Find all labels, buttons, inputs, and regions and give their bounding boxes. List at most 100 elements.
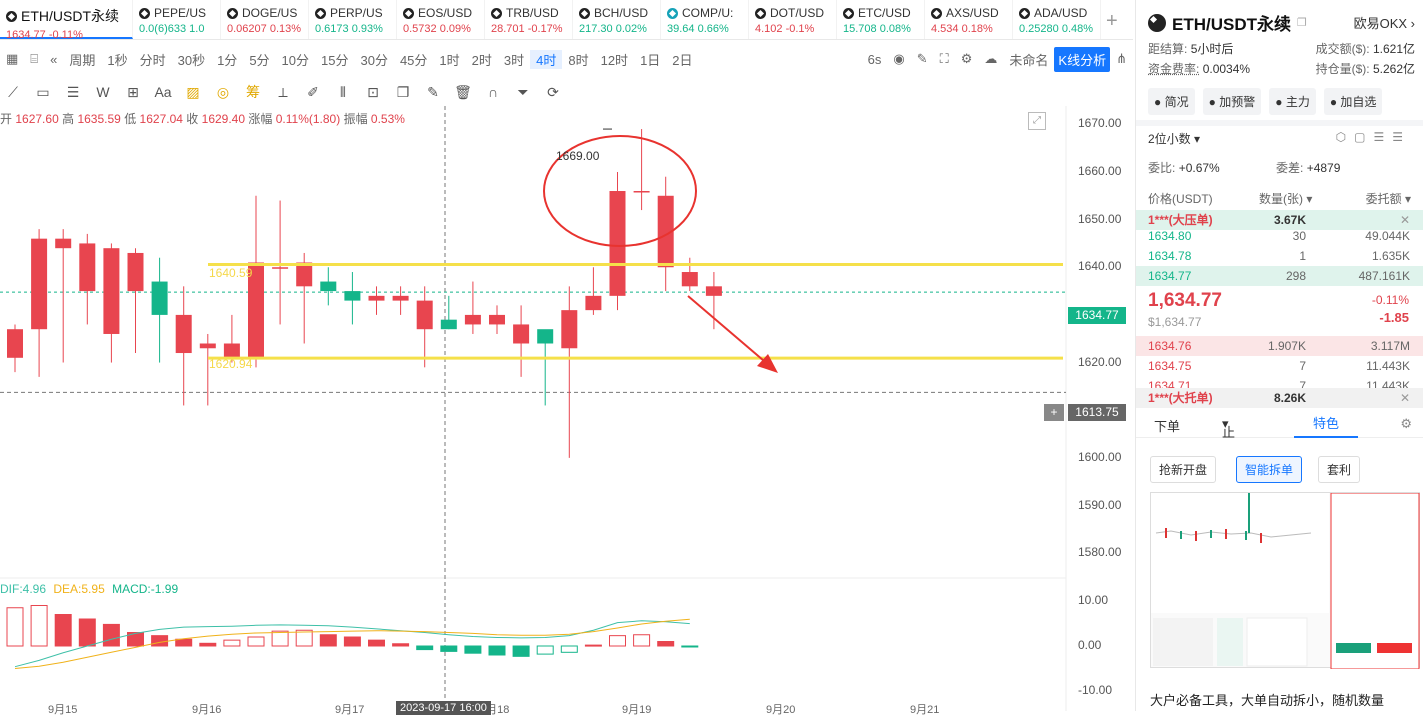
layout-icon[interactable]: ⌸	[24, 51, 44, 67]
close-icon[interactable]: ✕	[1400, 388, 1410, 408]
pen-icon[interactable]: ✎	[911, 51, 934, 67]
col-amount[interactable]: 委托额 ▾	[1366, 190, 1411, 207]
candle-tool-icon[interactable]: ⫴	[330, 84, 356, 101]
ask-row[interactable]: 1634.77 298 487.161K	[1136, 266, 1423, 286]
lock-icon[interactable]: ⊡	[360, 84, 386, 101]
gann-tool-icon[interactable]: ◎	[210, 84, 236, 101]
symbol-tab[interactable]: PEPE/US 0.0(6)633 1.0	[133, 0, 221, 39]
tab-tpsl[interactable]: 止盈止损 ▾	[1222, 416, 1229, 432]
side-button[interactable]: ● 加自选	[1324, 88, 1383, 115]
ruler-tool-icon[interactable]: ⟂	[270, 84, 296, 101]
interval-option[interactable]: 8时	[562, 50, 594, 69]
cloud-icon[interactable]: ☁	[978, 51, 1003, 67]
interval-option[interactable]: 1分	[211, 50, 243, 69]
camera-icon[interactable]: ◉	[887, 51, 910, 67]
interval-option[interactable]: 30秒	[172, 50, 211, 69]
symbol-tab[interactable]: PERP/US 0.6173 0.93%	[309, 0, 397, 39]
chip-tool-icon[interactable]: 筹	[240, 82, 266, 102]
interval-option[interactable]: 10分	[276, 50, 315, 69]
interval-option[interactable]: 1时	[433, 50, 465, 69]
interval-option[interactable]: 15分	[315, 50, 354, 69]
expand-icon[interactable]: ⤢	[1028, 112, 1046, 130]
kline-analysis-button[interactable]: K线分析	[1054, 47, 1110, 72]
big-bid-row[interactable]: 1***(大托单) 8.26K ✕	[1136, 388, 1423, 408]
wave-tool-icon[interactable]: W	[90, 84, 116, 100]
copy-icon[interactable]: ❐	[1297, 16, 1307, 29]
symbol-tab[interactable]: TRB/USD 28.701 -0.17%	[485, 0, 573, 39]
candle-body	[393, 296, 409, 301]
layout-name[interactable]: 未命名	[1003, 50, 1054, 69]
symbol-tab-name: DOGE/US	[227, 6, 308, 20]
rect-tool-icon[interactable]: ▭	[30, 84, 56, 101]
brush-tool-icon[interactable]: ✐	[300, 84, 326, 101]
interval-option[interactable]: 2日	[666, 50, 698, 69]
macd-bar	[296, 630, 312, 646]
kline-chart[interactable]	[0, 0, 1133, 711]
macd-bar	[79, 619, 95, 646]
symbol-tab[interactable]: ETC/USD 15.708 0.08%	[837, 0, 925, 39]
settings-icon[interactable]: ⚙	[955, 51, 979, 67]
interval-option[interactable]: 周期	[63, 50, 101, 69]
pill-smart-split[interactable]: 智能拆单	[1236, 456, 1302, 483]
side-button[interactable]: ● 加预警	[1203, 88, 1262, 115]
symbol-tab[interactable]: EOS/USD 0.5732 0.09%	[397, 0, 485, 39]
rewind-icon[interactable]: «	[44, 52, 63, 67]
orderbook-view-icons[interactable]: ⬡▢☰☰	[1336, 130, 1411, 144]
symbol-tab-name: EOS/USD	[403, 6, 484, 20]
ask-row[interactable]: 1634.80 30 49.044K	[1136, 226, 1423, 246]
col-qty[interactable]: 数量(张) ▾	[1259, 190, 1312, 207]
coin-icon	[843, 8, 854, 19]
interval-option[interactable]: 5分	[243, 50, 275, 69]
symbol-tab[interactable]: BCH/USD 217.30 0.02%	[573, 0, 661, 39]
edit-icon[interactable]: ✎	[420, 84, 446, 101]
share-icon[interactable]: ⋔	[1110, 51, 1133, 67]
interval-option[interactable]: 3时	[498, 50, 530, 69]
copy-icon[interactable]: ❐	[390, 84, 416, 101]
macd-bar	[537, 646, 553, 654]
chart-type-icon[interactable]: ▦	[0, 51, 24, 67]
symbol-tab[interactable]: COMP/U: 39.64 0.66%	[661, 0, 749, 39]
ask-row[interactable]: 1634.78 1 1.635K	[1136, 246, 1423, 266]
symbol-tab[interactable]: AXS/USD 4.534 0.18%	[925, 0, 1013, 39]
symbol-tab[interactable]: ADA/USD 0.25280 0.48%	[1013, 0, 1101, 39]
interval-option[interactable]: 30分	[354, 50, 393, 69]
symbol-tab[interactable]: DOGE/US 0.06207 0.13%	[221, 0, 309, 39]
hline-tool-icon[interactable]: ☰	[60, 84, 86, 101]
pill-arbitrage[interactable]: 套利	[1318, 456, 1360, 483]
bid-row[interactable]: 1634.76 1.907K 3.117M	[1136, 336, 1423, 356]
bid-row[interactable]: 1634.75 7 11.443K	[1136, 356, 1423, 376]
tab-order[interactable]: 下单	[1154, 416, 1180, 435]
symbol-tab[interactable]: ETH/USDT永续 1634.77 -0.11%	[0, 0, 133, 39]
trend-arrow-line	[688, 296, 770, 366]
text-tool-icon[interactable]: Aa	[150, 84, 176, 100]
interval-option[interactable]: 4时	[530, 50, 562, 69]
fib-tool-icon[interactable]: ▨	[180, 84, 206, 101]
macd-bar	[513, 646, 529, 656]
tab-features[interactable]: 特色	[1294, 410, 1358, 438]
trash-icon[interactable]: 🗑	[450, 84, 476, 101]
interval-option[interactable]: 分时	[134, 50, 172, 69]
interval-option[interactable]: 1日	[634, 50, 666, 69]
side-button-row: ● 简况 ● 加预警 ● 主力 ● 加自选	[1148, 88, 1382, 115]
side-button[interactable]: ● 主力	[1269, 88, 1316, 115]
interval-option[interactable]: 1秒	[101, 50, 133, 69]
interval-option[interactable]: 2时	[466, 50, 498, 69]
settings-icon[interactable]: ⚙	[1400, 416, 1412, 432]
exchange-selector[interactable]: 欧易OKX ›	[1354, 13, 1415, 32]
magnet-icon[interactable]: ∩	[480, 84, 506, 100]
symbol-tab[interactable]: DOT/USD 4.102 -0.1%	[749, 0, 837, 39]
refresh-interval[interactable]: 6s	[862, 52, 888, 67]
interval-option[interactable]: 45分	[394, 50, 433, 69]
sync-icon[interactable]: ⟳	[540, 84, 566, 101]
add-alert-icon[interactable]: +	[1044, 404, 1064, 421]
precision-select[interactable]: 2位小数 ▾	[1148, 130, 1200, 147]
candle-body	[344, 291, 360, 301]
add-tab-icon[interactable]: +	[1106, 10, 1118, 33]
interval-option[interactable]: 12时	[595, 50, 634, 69]
line-tool-icon[interactable]: ⟋	[0, 84, 26, 101]
fullscreen-icon[interactable]: ⛶	[934, 51, 955, 67]
pill-new-listing[interactable]: 抢新开盘	[1150, 456, 1216, 483]
side-button[interactable]: ● 简况	[1148, 88, 1195, 115]
measure-tool-icon[interactable]: ⊞	[120, 84, 146, 101]
filter-icon[interactable]: ⏷	[510, 84, 536, 101]
